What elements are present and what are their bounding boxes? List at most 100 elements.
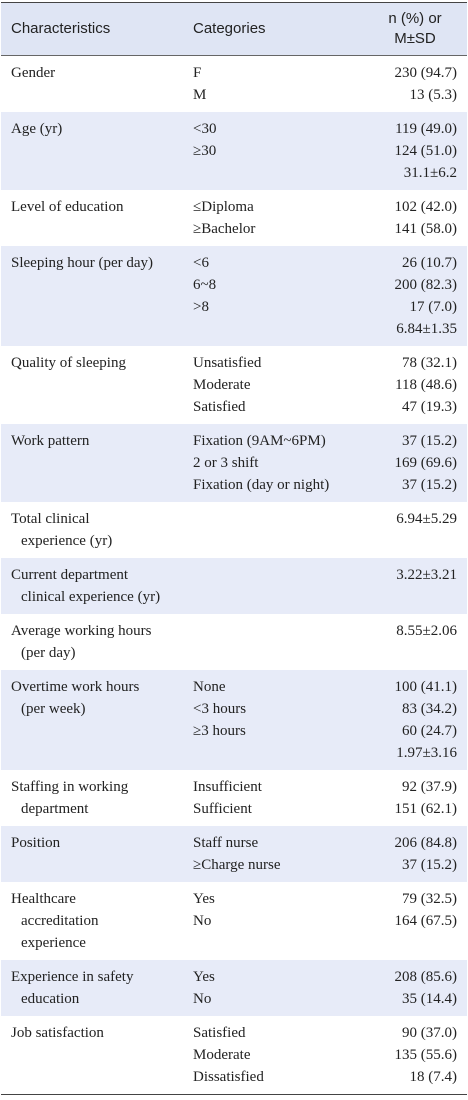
value: 60 (24.7) <box>402 723 457 739</box>
categories-cell: Unsatisfied Moderate Satisfied <box>193 352 373 418</box>
characteristic-cell: Age (yr) <box>1 118 193 184</box>
value: 47 (19.3) <box>402 399 457 415</box>
table-row: Overtime work hours (per week) None <3 hour… <box>1 670 467 770</box>
categories-cell: Insufficient Sufficient <box>193 776 373 820</box>
characteristic-cell: Overtime work hours (per week) <box>1 676 193 764</box>
category: Fixation (day or night) <box>193 477 330 493</box>
table-row: Average working hours (per day) 8.55±2.06 <box>1 614 467 670</box>
category: 2 or 3 shift <box>193 455 259 471</box>
characteristic-line: Age (yr) <box>11 121 63 137</box>
characteristic-line: Sleeping hour (per day) <box>11 255 154 271</box>
value: 102 (42.0) <box>394 199 458 215</box>
categories-cell: Satisfied Moderate Dissatisfied <box>193 1022 373 1088</box>
characteristic-line: department <box>21 801 89 817</box>
value: 151 (62.1) <box>394 801 458 817</box>
characteristic-line: Healthcare <box>11 891 76 907</box>
categories-cell: Yes No <box>193 888 373 954</box>
characteristic-line: Quality of sleeping <box>11 355 126 371</box>
category: None <box>193 679 226 695</box>
categories-cell <box>193 508 373 552</box>
header-cell: M±SD <box>394 30 436 47</box>
characteristic-cell: Gender <box>1 62 193 106</box>
values-cell: 119 (49.0) 124 (51.0) 31.1±6.2 <box>373 118 458 184</box>
value: 206 (84.8) <box>394 835 458 851</box>
characteristic-line: Staffing in working <box>11 779 129 795</box>
value: 35 (14.4) <box>402 991 457 1007</box>
category: <6 <box>193 255 209 271</box>
characteristic-cell: Staffing in working department <box>1 776 193 820</box>
table-row: Experience in safety education Yes No 208 (8… <box>1 960 467 1016</box>
categories-cell: ≤Diploma ≥Bachelor <box>193 196 373 240</box>
categories-cell <box>193 620 373 664</box>
value: 1.97±3.16 <box>396 745 457 761</box>
characteristic-line: Total clinical <box>11 511 90 527</box>
value: 92 (37.9) <box>402 779 457 795</box>
category: F <box>193 65 202 81</box>
categories-cell: Fixation (9AM~6PM) 2 or 3 shift Fixation (… <box>193 430 373 496</box>
value: 118 (48.6) <box>395 377 457 393</box>
table-row: Sleeping hour (per day) <6 6~8 >8 26 (10.7) 2… <box>1 246 467 346</box>
characteristic-line: (per week) <box>21 701 86 717</box>
header-cell: Characteristics <box>11 20 111 37</box>
characteristic-cell: Healthcare accreditation experience <box>1 888 193 954</box>
table-row: Healthcare accreditation experience Yes No 79… <box>1 882 467 960</box>
value: 169 (69.6) <box>394 455 458 471</box>
category: Yes <box>193 891 215 907</box>
value: 124 (51.0) <box>394 143 458 159</box>
category: Moderate <box>193 377 251 393</box>
characteristic-cell: Position <box>1 832 193 876</box>
category: ≥Charge nurse <box>193 857 281 873</box>
category: No <box>193 991 212 1007</box>
value: 164 (67.5) <box>394 913 458 929</box>
characteristic-line: Job satisfaction <box>11 1025 104 1041</box>
category: Insufficient <box>193 779 262 795</box>
value: 90 (37.0) <box>402 1025 457 1041</box>
table-row: Job satisfaction Satisfied Moderate Dissati… <box>1 1016 467 1094</box>
value: 6.94±5.29 <box>396 511 457 527</box>
characteristic-cell: Level of education <box>1 196 193 240</box>
table-row: Gender F M 230 (94.7) 13 (5.3) <box>1 56 467 112</box>
value: 13 (5.3) <box>409 87 458 103</box>
characteristic-line: Average working hours <box>11 623 152 639</box>
values-cell: 100 (41.1) 83 (34.2) 60 (24.7) 1.97±3.16 <box>373 676 458 764</box>
values-cell: 90 (37.0) 135 (55.6) 18 (7.4) <box>373 1022 458 1088</box>
table-row: Position Staff nurse ≥Charge nurse 206 (84.… <box>1 826 467 882</box>
table-row: Age (yr) <30 ≥30 119 (49.0) 124 (51.0) 31.1±6… <box>1 112 467 190</box>
characteristic-cell: Experience in safety education <box>1 966 193 1010</box>
value: 119 (49.0) <box>395 121 457 137</box>
characteristic-line: (per day) <box>21 645 76 661</box>
values-cell: 6.94±5.29 <box>373 508 457 552</box>
value: 8.55±2.06 <box>396 623 457 639</box>
category: <30 <box>193 121 217 137</box>
categories-cell <box>193 564 373 608</box>
table-row: Current department clinical experience (y… <box>1 558 467 614</box>
category: Dissatisfied <box>193 1069 264 1085</box>
characteristic-line: Work pattern <box>11 433 90 449</box>
characteristic-cell: Sleeping hour (per day) <box>1 252 193 340</box>
category: ≥Bachelor <box>193 221 256 237</box>
category: Staff nurse <box>193 835 259 851</box>
values-cell: 78 (32.1) 118 (48.6) 47 (19.3) <box>373 352 457 418</box>
category: Moderate <box>193 1047 251 1063</box>
characteristic-cell: Quality of sleeping <box>1 352 193 418</box>
categories-cell: <6 6~8 >8 <box>193 252 373 340</box>
category: ≤Diploma <box>193 199 254 215</box>
value: 37 (15.2) <box>402 433 457 449</box>
values-cell: 3.22±3.21 <box>373 564 457 608</box>
category: >8 <box>193 299 209 315</box>
category: No <box>193 913 212 929</box>
value: 79 (32.5) <box>402 891 457 907</box>
category: <3 hours <box>193 701 247 717</box>
value: 135 (55.6) <box>394 1047 458 1063</box>
value: 141 (58.0) <box>394 221 458 237</box>
category: Sufficient <box>193 801 252 817</box>
characteristic-line: Experience in safety <box>11 969 134 985</box>
values-cell: 230 (94.7) 13 (5.3) <box>373 62 458 106</box>
category: Yes <box>193 969 215 985</box>
value: 18 (7.4) <box>409 1069 458 1085</box>
category: 6~8 <box>193 277 217 293</box>
characteristic-cell: Job satisfaction <box>1 1022 193 1088</box>
characteristic-cell: Work pattern <box>1 430 193 496</box>
values-cell: 92 (37.9) 151 (62.1) <box>373 776 458 820</box>
